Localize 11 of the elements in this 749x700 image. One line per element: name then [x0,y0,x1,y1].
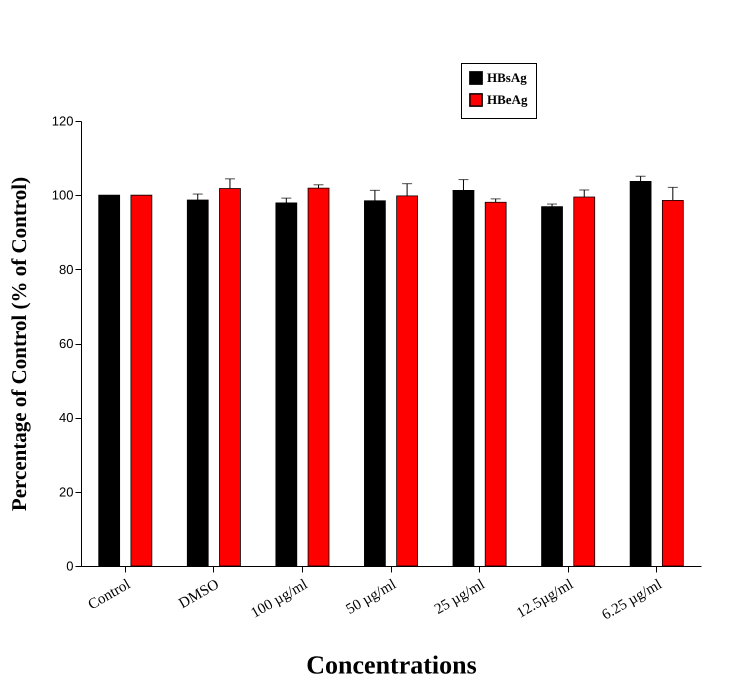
y-tick-label: 60 [59,336,74,351]
y-tick-label: 120 [52,114,74,128]
y-tick-label: 0 [66,558,74,574]
legend-label: HBsAg [487,70,528,85]
legend-label: HBeAg [487,92,528,107]
y-tick-label: 80 [59,262,74,277]
y-tick-label: 100 [52,188,74,203]
x-axis-title: Concentrations [306,650,477,680]
y-tick-label: 40 [59,410,74,426]
y-axis-title: Percentage of Control (% of Control) [6,176,31,512]
y-tick-label: 20 [59,484,74,500]
